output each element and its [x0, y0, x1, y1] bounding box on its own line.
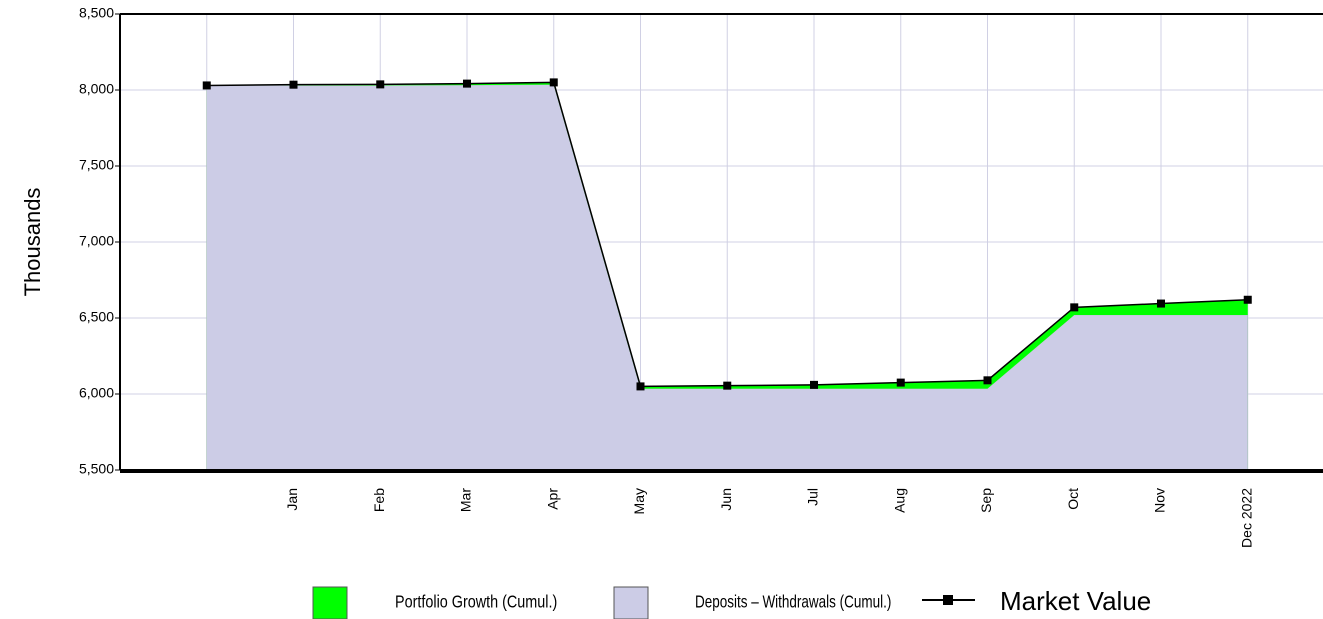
y-tick-label: 8,500: [79, 5, 114, 21]
legend-swatch: [613, 586, 649, 619]
x-tick-label: Nov: [1152, 488, 1168, 513]
legend-label: Market Value: [1000, 586, 1151, 616]
x-tick-label: Aug: [891, 488, 907, 513]
x-tick-label: Apr: [544, 488, 560, 510]
marker: [549, 78, 558, 87]
marker: [1070, 303, 1079, 312]
x-tick-label: May: [631, 488, 647, 514]
x-tick-label: Dec 2022: [1238, 488, 1254, 548]
y-tick-label: 7,500: [79, 157, 114, 173]
marker: [636, 382, 645, 391]
marker: [723, 381, 732, 390]
marker: [202, 81, 211, 90]
marker: [1243, 295, 1252, 304]
y-tick-label: 7,000: [79, 233, 114, 249]
legend-swatch: [312, 586, 348, 619]
marker: [810, 380, 818, 389]
legend-label: Portfolio Growth (Cumul.): [395, 592, 557, 612]
marker: [289, 80, 298, 89]
x-tick-label: Mar: [458, 488, 474, 512]
legend-label: Deposits – Withdrawals (Cumul.): [695, 593, 891, 612]
marker: [1157, 299, 1165, 308]
y-tick-label: 6,500: [79, 309, 114, 325]
marker: [376, 80, 385, 89]
x-tick-label: Jan: [284, 488, 300, 511]
y-tick-label: 6,000: [79, 385, 114, 401]
y-axis-label: Thousands: [20, 188, 45, 297]
marker: [983, 376, 992, 385]
x-tick-label: Oct: [1065, 488, 1081, 510]
marker: [463, 79, 471, 88]
x-tick-label: Jun: [718, 488, 734, 511]
y-tick-label: 8,000: [79, 81, 114, 97]
x-tick-label: Jul: [805, 488, 821, 506]
x-tick-label: Feb: [371, 488, 387, 512]
legend-marker: [943, 595, 953, 605]
x-tick-label: Sep: [978, 488, 994, 513]
marker: [896, 378, 905, 387]
y-tick-label: 5,500: [79, 461, 114, 477]
